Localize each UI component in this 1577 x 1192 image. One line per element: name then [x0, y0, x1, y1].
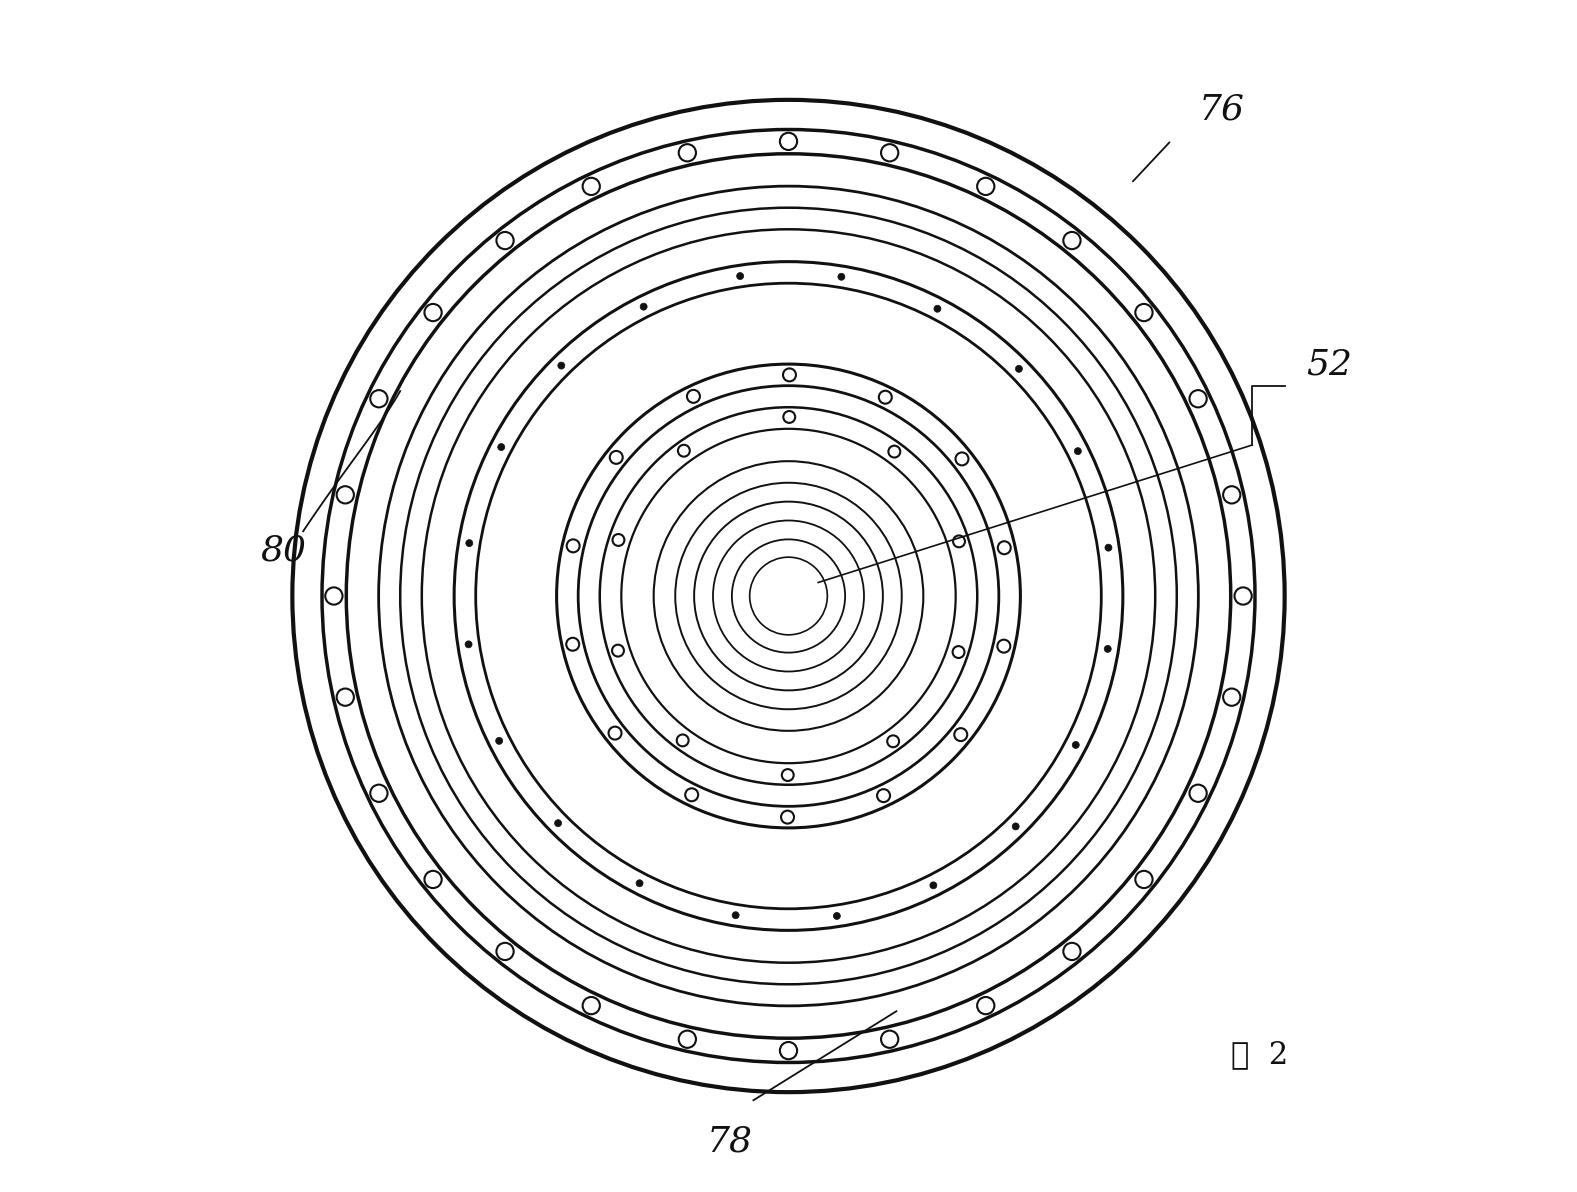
Circle shape [837, 273, 845, 280]
Circle shape [678, 144, 695, 161]
Circle shape [497, 232, 514, 249]
Text: 52: 52 [1306, 347, 1351, 381]
Circle shape [781, 132, 796, 150]
Circle shape [495, 738, 503, 744]
Circle shape [498, 443, 505, 451]
Text: 图  2: 图 2 [1230, 1039, 1288, 1070]
Circle shape [781, 811, 793, 824]
Circle shape [677, 734, 689, 746]
Circle shape [833, 912, 841, 919]
Circle shape [609, 727, 621, 739]
Circle shape [732, 912, 740, 919]
Circle shape [688, 390, 700, 403]
Circle shape [888, 735, 899, 747]
Circle shape [424, 304, 442, 321]
Circle shape [497, 943, 514, 960]
Circle shape [336, 689, 353, 706]
Circle shape [953, 535, 965, 547]
Circle shape [1063, 232, 1080, 249]
Circle shape [882, 1031, 899, 1048]
Circle shape [882, 144, 899, 161]
Circle shape [956, 453, 968, 465]
Circle shape [954, 728, 967, 741]
Circle shape [566, 638, 579, 651]
Circle shape [582, 997, 599, 1014]
Circle shape [784, 368, 796, 381]
Circle shape [736, 273, 744, 280]
Circle shape [1224, 689, 1241, 706]
Circle shape [1104, 645, 1112, 652]
Circle shape [1074, 448, 1082, 454]
Circle shape [1016, 365, 1022, 372]
Circle shape [1063, 943, 1080, 960]
Circle shape [325, 588, 342, 604]
Circle shape [686, 788, 699, 801]
Circle shape [1105, 544, 1112, 551]
Circle shape [1072, 741, 1079, 749]
Circle shape [1224, 486, 1241, 503]
Circle shape [555, 820, 561, 827]
Circle shape [1189, 390, 1206, 408]
Circle shape [610, 451, 623, 464]
Circle shape [1135, 871, 1153, 888]
Circle shape [558, 362, 565, 370]
Circle shape [371, 784, 388, 802]
Circle shape [636, 880, 643, 887]
Circle shape [978, 997, 995, 1014]
Circle shape [336, 486, 353, 503]
Circle shape [1235, 588, 1252, 604]
Circle shape [888, 446, 900, 458]
Circle shape [678, 1031, 695, 1048]
Circle shape [566, 539, 580, 552]
Circle shape [465, 540, 473, 547]
Circle shape [1135, 304, 1153, 321]
Circle shape [997, 640, 1011, 653]
Circle shape [612, 645, 624, 657]
Circle shape [953, 646, 965, 658]
Text: 80: 80 [260, 533, 306, 567]
Circle shape [612, 534, 624, 546]
Circle shape [1189, 784, 1206, 802]
Circle shape [878, 391, 891, 404]
Circle shape [877, 789, 889, 802]
Circle shape [781, 1042, 796, 1060]
Circle shape [678, 445, 689, 457]
Circle shape [582, 178, 599, 195]
Text: 76: 76 [1199, 93, 1244, 126]
Circle shape [782, 769, 793, 781]
Circle shape [640, 303, 647, 310]
Circle shape [424, 871, 442, 888]
Circle shape [934, 305, 941, 312]
Circle shape [998, 541, 1011, 554]
Circle shape [978, 178, 995, 195]
Circle shape [930, 882, 937, 889]
Circle shape [371, 390, 388, 408]
Text: 78: 78 [706, 1124, 752, 1159]
Circle shape [465, 641, 472, 648]
Circle shape [784, 411, 795, 423]
Circle shape [1012, 822, 1019, 830]
